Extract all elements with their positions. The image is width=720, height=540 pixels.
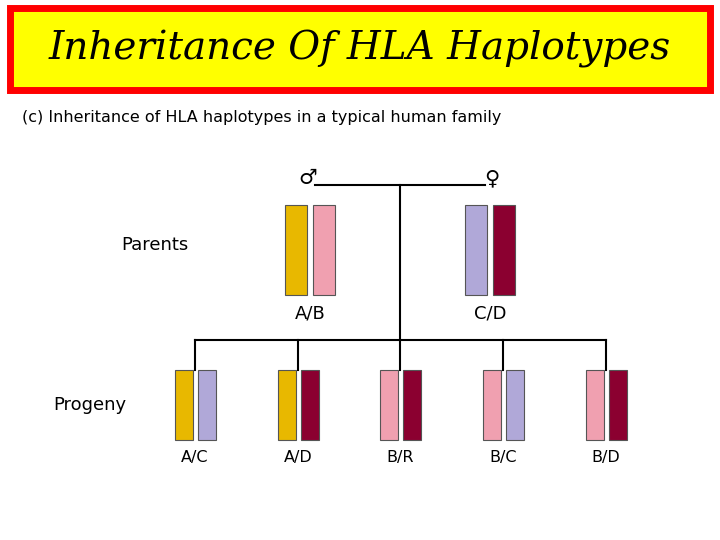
Bar: [10, 8, 710, 90]
Text: C/D: C/D: [474, 305, 506, 323]
Bar: [300, 370, 318, 440]
Text: A/C: A/C: [181, 450, 209, 465]
Text: Parents: Parents: [122, 236, 189, 254]
Bar: [285, 205, 307, 295]
Text: A/D: A/D: [284, 450, 312, 465]
Bar: [465, 205, 487, 295]
Bar: [174, 370, 192, 440]
Bar: [379, 370, 397, 440]
Text: Inheritance Of HLA Haplotypes: Inheritance Of HLA Haplotypes: [49, 30, 671, 68]
Text: Progeny: Progeny: [53, 396, 127, 414]
Bar: [482, 370, 500, 440]
Bar: [277, 370, 295, 440]
Text: B/R: B/R: [386, 450, 414, 465]
Bar: [313, 205, 335, 295]
Text: B/C: B/C: [490, 450, 517, 465]
Bar: [585, 370, 603, 440]
Text: (c) Inheritance of HLA haplotypes in a typical human family: (c) Inheritance of HLA haplotypes in a t…: [22, 110, 501, 125]
Text: B/D: B/D: [592, 450, 621, 465]
Bar: [608, 370, 626, 440]
Text: ♀: ♀: [485, 168, 500, 188]
Bar: [505, 370, 523, 440]
Text: ♂: ♂: [299, 168, 318, 188]
Bar: [493, 205, 515, 295]
Bar: [402, 370, 420, 440]
Text: A/B: A/B: [294, 305, 325, 323]
Bar: [197, 370, 215, 440]
